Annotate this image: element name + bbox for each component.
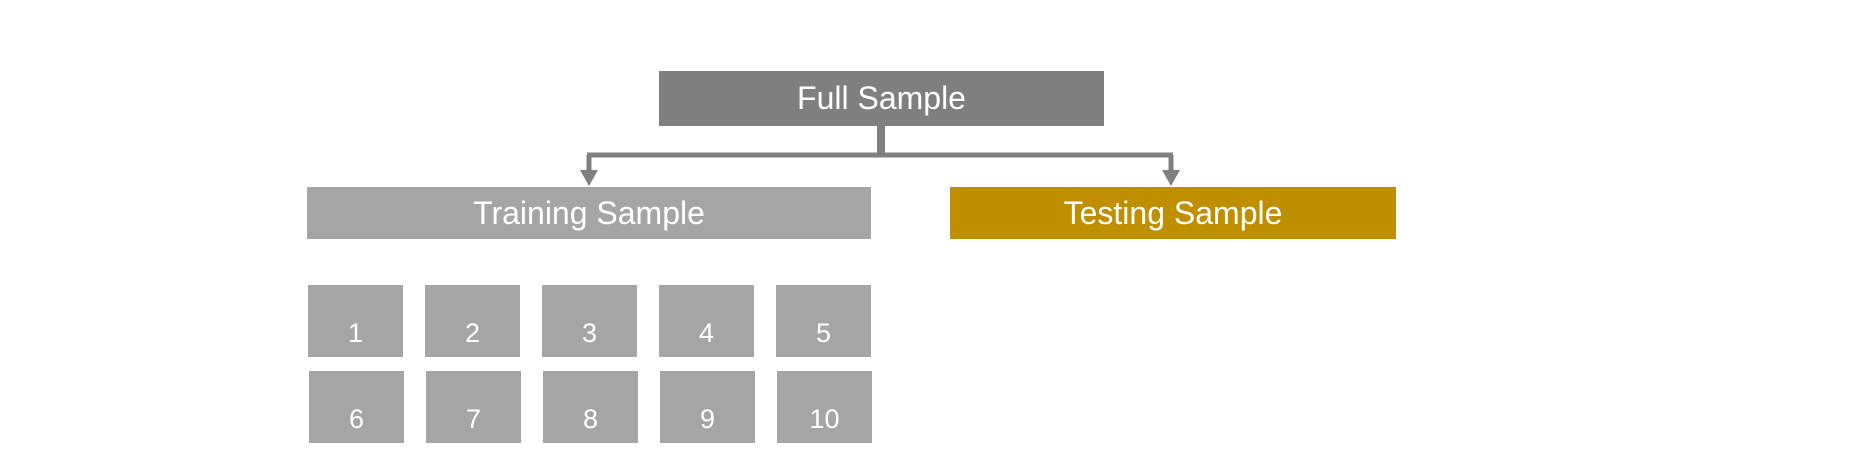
full-sample-box: Full Sample: [659, 71, 1104, 126]
training-sample-box: Training Sample: [307, 187, 871, 239]
fold-box: 9: [660, 371, 755, 443]
testing-sample-label: Testing Sample: [1063, 194, 1283, 231]
fold-label: 2: [464, 318, 481, 348]
fold-label: 5: [815, 318, 832, 348]
fold-label: 7: [465, 404, 482, 434]
fold-label: 4: [698, 318, 715, 348]
fold-box: 3: [542, 285, 637, 357]
fold-box: 6: [309, 371, 404, 443]
fold-box: 2: [425, 285, 520, 357]
fold-label: 6: [348, 404, 365, 434]
training-sample-label: Training Sample: [473, 194, 705, 231]
testing-sample-box: Testing Sample: [950, 187, 1396, 239]
full-sample-label: Full Sample: [797, 80, 966, 116]
fold-box: 5: [776, 285, 871, 357]
fold-box: 8: [543, 371, 638, 443]
fold-label: 9: [699, 404, 716, 434]
fold-box: 7: [426, 371, 521, 443]
testing-arrowhead: [1162, 170, 1180, 186]
fold-label: 10: [809, 404, 840, 434]
fold-label: 3: [581, 318, 598, 348]
fold-label: 1: [347, 318, 364, 348]
training-arrowhead: [580, 170, 598, 186]
fold-label: 8: [582, 404, 599, 434]
fold-box: 10: [777, 371, 872, 443]
fold-box: 4: [659, 285, 754, 357]
fold-box: 1: [308, 285, 403, 357]
